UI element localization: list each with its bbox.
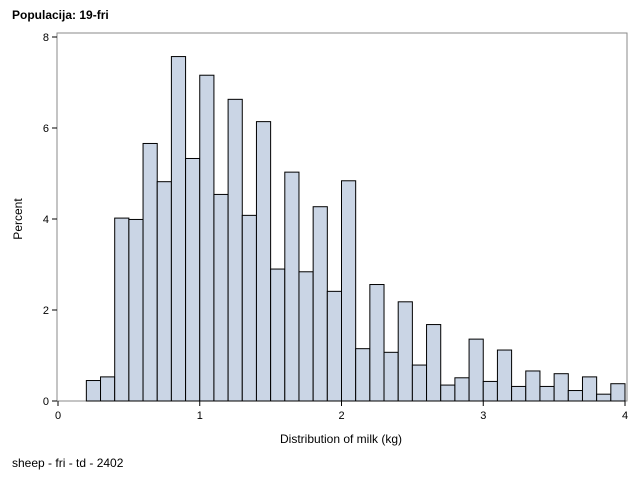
histogram-bar — [397, 301, 413, 402]
histogram-bar — [142, 142, 158, 402]
histogram-bar — [525, 370, 541, 402]
histogram-bar — [440, 384, 456, 402]
x-tick-label: 0 — [55, 410, 61, 422]
histogram-bar — [85, 380, 102, 402]
y-tick-label: 8 — [43, 32, 49, 44]
histogram-bar — [100, 376, 116, 402]
histogram-bar — [355, 348, 371, 402]
histogram-bar — [227, 98, 243, 402]
histogram-bar — [312, 206, 328, 402]
x-tick-label: 2 — [338, 410, 344, 422]
histogram-bar — [156, 181, 172, 402]
histogram-bar — [326, 290, 343, 402]
histogram-bar — [454, 377, 470, 402]
histogram-bar — [114, 217, 130, 402]
histogram-bar — [284, 171, 300, 402]
histogram-bar — [596, 393, 612, 402]
chart-title: Populacija: 19-fri — [12, 8, 109, 22]
y-tick-label: 4 — [43, 214, 49, 226]
histogram-bar — [511, 385, 527, 402]
histogram-bar — [610, 383, 626, 402]
histogram-bar — [341, 180, 357, 402]
y-tick-label: 2 — [43, 305, 49, 317]
histogram-bar — [241, 214, 257, 402]
histogram-bar — [426, 324, 442, 402]
y-axis-label: Percent — [11, 198, 25, 240]
histogram-bar — [482, 380, 498, 402]
histogram-bar — [468, 338, 484, 402]
x-axis-label: Distribution of milk (kg) — [280, 432, 402, 446]
histogram-bar — [298, 271, 314, 402]
x-tick-label: 1 — [197, 410, 203, 422]
histogram-bar — [170, 56, 187, 402]
histogram-bar — [369, 284, 385, 402]
histogram-bar — [496, 349, 513, 402]
histogram-bar — [411, 364, 428, 402]
x-axis: 0 1 2 3 4 — [55, 401, 628, 422]
y-tick-label: 6 — [43, 123, 49, 135]
histogram-bar — [128, 218, 144, 402]
histogram-bar — [185, 157, 201, 402]
histogram-bar — [553, 373, 569, 402]
histogram-bar — [213, 193, 229, 402]
x-tick-label: 4 — [622, 410, 628, 422]
histogram-bar — [199, 74, 215, 402]
histogram-bar — [255, 121, 272, 402]
histogram-bar — [383, 351, 399, 402]
histogram-bar — [581, 376, 598, 402]
footnote: sheep - fri - td - 2402 — [12, 456, 124, 470]
histogram-bar — [539, 385, 555, 402]
histogram-bar — [567, 390, 583, 402]
x-tick-label: 3 — [480, 410, 486, 422]
histogram-bars — [85, 56, 626, 402]
y-tick-label: 0 — [43, 396, 49, 408]
histogram-bar — [270, 268, 286, 402]
y-axis: 0 2 4 6 8 — [43, 32, 57, 408]
